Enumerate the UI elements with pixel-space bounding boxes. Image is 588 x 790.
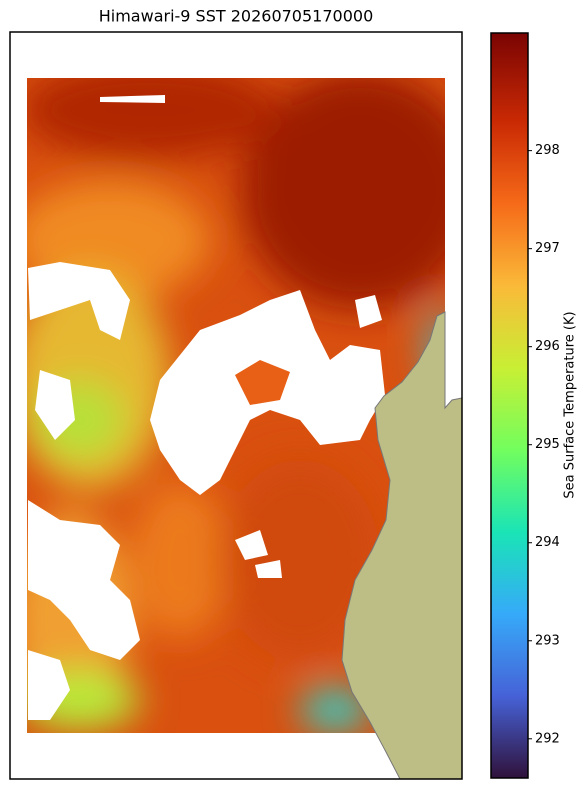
colorbar-tick-label: 296 xyxy=(535,339,560,354)
colorbar-label: Sea Surface Temperature (K) xyxy=(563,311,578,498)
colorbar xyxy=(490,32,529,779)
colorbar-tick-label: 298 xyxy=(535,143,560,158)
colorbar-tick-label: 295 xyxy=(535,437,560,452)
map-title: Himawari-9 SST 20260705170000 xyxy=(99,7,374,26)
colorbar-tick-label: 292 xyxy=(535,731,560,746)
map-frame xyxy=(9,31,463,780)
colorbar-tick-label: 294 xyxy=(535,535,560,550)
colorbar-tick-label: 293 xyxy=(535,633,560,648)
sst-field xyxy=(27,78,445,733)
colorbar-tick-label: 297 xyxy=(535,241,560,256)
cloud-mask xyxy=(28,95,385,720)
